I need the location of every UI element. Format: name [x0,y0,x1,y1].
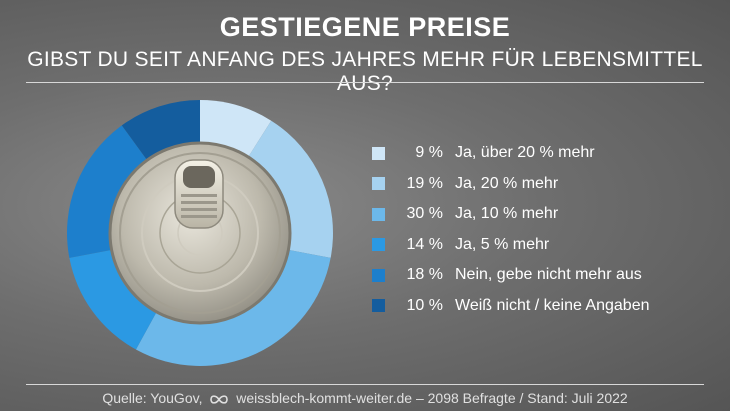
legend-percent: 14 % [406,235,443,253]
source-text: Quelle: YouGov, [102,390,203,406]
legend-percent: 19 % [406,174,443,192]
legend: 9 % Ja, über 20 % mehr 19 % Ja, 20 % meh… [372,138,650,321]
legend-swatch [372,177,385,191]
legend-label: Weiß nicht / keine Angaben [455,296,650,314]
bottom-divider [26,384,704,385]
top-divider [26,82,704,83]
legend-item: 30 % Ja, 10 % mehr [372,199,650,230]
legend-swatch [372,146,385,160]
legend-percent: 30 % [406,205,443,223]
infinity-logo-icon [210,395,229,404]
chart-title: GESTIEGENE PREISE [219,12,511,42]
legend-percent: 9 % [415,144,443,162]
legend-item: 19 % Ja, 20 % mehr [372,169,650,200]
legend-label: Ja, über 20 % mehr [455,144,595,162]
site-and-meta-text: weissblech-kommt-weiter.de – 2098 Befrag… [236,390,628,406]
legend-swatch [372,238,385,252]
legend-percent: 18 % [406,266,443,284]
legend-swatch [372,207,385,221]
legend-swatch [372,299,385,313]
can-lid-illustration [108,141,292,325]
legend-label: Ja, 5 % mehr [455,235,550,253]
legend-item: 18 % Nein, gebe nicht mehr aus [372,260,650,291]
legend-swatch [372,268,385,282]
legend-label: Ja, 10 % mehr [455,205,559,223]
legend-label: Ja, 20 % mehr [455,174,559,192]
footer-source: Quelle: YouGov, weissblech-kommt-weiter.… [0,390,730,406]
legend-label: Nein, gebe nicht mehr aus [455,266,642,284]
legend-percent: 10 % [406,296,443,314]
legend-item: 10 % Weiß nicht / keine Angaben [372,291,650,322]
chart-subtitle: GIBST DU SEIT ANFANG DES JAHRES MEHR FÜR… [27,48,703,95]
legend-item: 14 % Ja, 5 % mehr [372,230,650,261]
legend-item: 9 % Ja, über 20 % mehr [372,138,650,169]
